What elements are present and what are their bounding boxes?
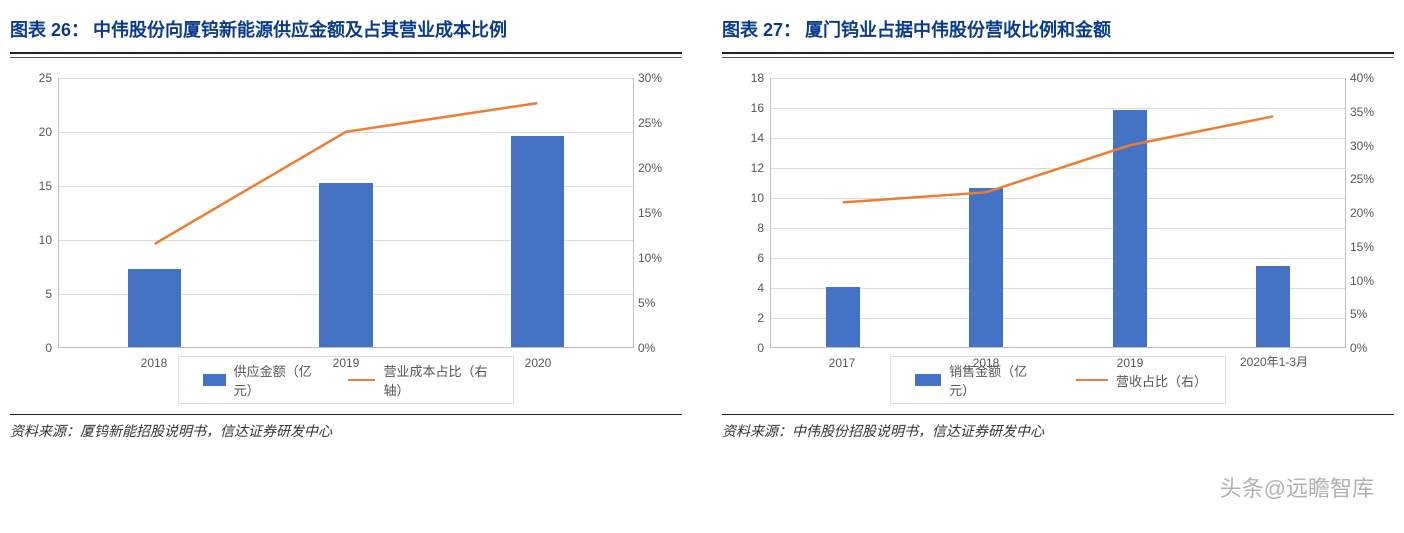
bar-swatch-icon [915, 374, 941, 386]
y-left-tick: 0 [730, 341, 764, 355]
legend-label: 销售金额（亿元） [949, 361, 1046, 399]
y-right-tick: 35% [1350, 105, 1388, 119]
y-right-tick: 25% [638, 116, 676, 130]
line-swatch-icon [1076, 379, 1108, 381]
y-left-tick: 18 [730, 71, 764, 85]
x-tick: 2018 [141, 356, 168, 370]
panel-left: 图表 26：中伟股份向厦钨新能源供应金额及占其营业成本比例 0 5 10 15 20 25… [10, 10, 682, 408]
y-right-tick: 0% [1350, 341, 1388, 355]
y-right-tick: 25% [1350, 172, 1388, 186]
panel-right: 图表 27：厦门钨业占据中伟股份营收比例和金额 0246810121416180… [722, 10, 1394, 408]
y-right-tick: 20% [638, 161, 676, 175]
y-left-tick: 5 [18, 287, 52, 301]
y-left-tick: 10 [18, 233, 52, 247]
y-right-tick: 40% [1350, 71, 1388, 85]
y-left-tick: 6 [730, 251, 764, 265]
title-rule [722, 52, 1394, 58]
y-left-tick: 4 [730, 281, 764, 295]
plot-area [770, 78, 1346, 348]
legend-label: 供应金额（亿元） [234, 361, 318, 399]
legend: 供应金额（亿元） 营业成本占比（右轴） [178, 356, 514, 404]
y-right-tick: 10% [1350, 274, 1388, 288]
title-text: 中伟股份向厦钨新能源供应金额及占其营业成本比例 [93, 20, 507, 40]
y-right-tick: 20% [1350, 206, 1388, 220]
chart-right: 0 2 4 6 8 10 12 14 16 18 0% 5% 10% 15% 20% 25% 30% 35% 40%… [722, 68, 1394, 408]
y-right-tick: 15% [1350, 240, 1388, 254]
y-left-tick: 15 [18, 179, 52, 193]
legend-item-line: 营业成本占比（右轴） [348, 361, 489, 399]
y-left-tick: 14 [730, 131, 764, 145]
y-left-tick: 16 [730, 101, 764, 115]
line-series [155, 103, 538, 244]
legend-item-bar: 销售金额（亿元） [915, 361, 1046, 399]
plot-area [58, 78, 634, 348]
y-right-tick: 10% [638, 251, 676, 265]
y-left-tick: 12 [730, 161, 764, 175]
line-layer [771, 78, 1345, 347]
title-rule [10, 52, 682, 58]
y-left-tick: 10 [730, 191, 764, 205]
line-swatch-icon [348, 379, 376, 381]
legend-label: 营业成本占比（右轴） [383, 361, 489, 399]
source-right: 资料来源：中伟股份招股说明书，信达证券研发中心 [722, 414, 1394, 441]
x-tick: 2020 [525, 356, 552, 370]
chart-title-right: 图表 27：厦门钨业占据中伟股份营收比例和金额 [722, 10, 1394, 52]
y-left-tick: 25 [18, 71, 52, 85]
bar-swatch-icon [203, 374, 226, 386]
y-right-tick: 5% [1350, 307, 1388, 321]
y-left-tick: 0 [18, 341, 52, 355]
y-right-tick: 15% [638, 206, 676, 220]
title-prefix: 图表 26： [10, 20, 89, 40]
chart-left: 05101520250%5%10%15%20%25%30%20182019202… [10, 68, 682, 408]
y-right-tick: 0% [638, 341, 676, 355]
y-left-tick: 20 [18, 125, 52, 139]
y-right-tick: 30% [1350, 139, 1388, 153]
y-left-tick: 2 [730, 311, 764, 325]
source-left: 资料来源：厦钨新能招股说明书，信达证券研发中心 [10, 414, 682, 441]
legend-item-line: 营收占比（右） [1076, 371, 1201, 390]
y-right-tick: 5% [638, 296, 676, 310]
watermark: 头条@远瞻智库 [1220, 471, 1374, 503]
title-text: 厦门钨业占据中伟股份营收比例和金额 [805, 20, 1111, 40]
x-tick: 2017 [829, 356, 856, 370]
legend-item-bar: 供应金额（亿元） [203, 361, 318, 399]
x-tick: 2020年1-3月 [1240, 353, 1308, 370]
chart-title-left: 图表 26：中伟股份向厦钨新能源供应金额及占其营业成本比例 [10, 10, 682, 52]
legend-label: 营收占比（右） [1116, 371, 1201, 390]
y-left-tick: 8 [730, 221, 764, 235]
line-layer [59, 78, 633, 347]
y-right-tick: 30% [638, 71, 676, 85]
line-series [843, 116, 1274, 202]
title-prefix: 图表 27： [722, 20, 801, 40]
legend: 销售金额（亿元） 营收占比（右） [890, 356, 1226, 404]
